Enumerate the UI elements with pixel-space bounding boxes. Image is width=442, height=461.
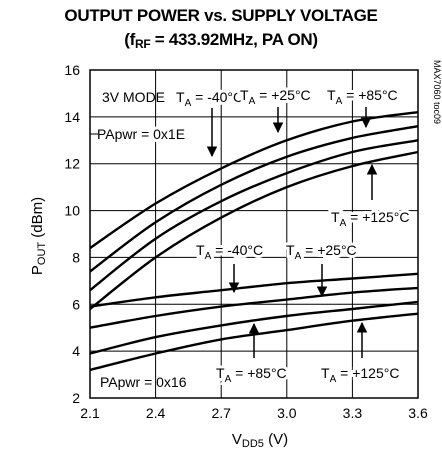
subtitle-suffix: = 433.92MHz, PA ON)	[150, 30, 318, 49]
temp-label-lower-85: TA = +85°C	[216, 365, 287, 385]
plot-frame	[89, 69, 419, 399]
x-tick-label: 3.0	[277, 405, 297, 421]
x-tick-label: 3.6	[408, 405, 428, 421]
temp-label-upper-m40: TA = -40°C	[176, 89, 243, 109]
x-tick-label: 2.1	[80, 405, 100, 421]
temp-label-lower-25: TA = +25°C	[286, 242, 357, 262]
figure-id: MAX7060 toc09	[432, 60, 442, 124]
y-axis-label: POUT (dBm)	[29, 197, 48, 275]
x-axis-label: VDD5 (V)	[232, 431, 288, 450]
x-tick-label: 2.7	[211, 405, 231, 421]
chart-subtitle: (fRF = 433.92MHz, PA ON)	[0, 30, 442, 51]
y-tick-label: 16	[64, 62, 80, 78]
x-tick-label: 3.3	[343, 405, 363, 421]
temp-label-upper-85: TA = +85°C	[327, 87, 398, 107]
series-line	[89, 125, 419, 273]
temp-label-lower-m40: TA = -40°C	[196, 242, 263, 262]
y-tick-label: 14	[64, 109, 80, 125]
series-line	[89, 286, 419, 329]
y-tick-label: 10	[64, 203, 80, 219]
series-line	[89, 111, 419, 250]
series-line	[89, 272, 419, 308]
pa-high-label: PApwr = 0x1E	[97, 126, 185, 142]
series-line	[89, 150, 419, 310]
temp-label-upper-25: TA = +25°C	[240, 87, 311, 107]
subtitle-subscript: RF	[134, 37, 151, 51]
temp-label-upper-125: TA = +125°C	[331, 209, 409, 229]
y-tick-label: 6	[72, 296, 80, 312]
mode-label: 3V MODE	[102, 89, 165, 105]
temp-label-lower-125: TA = +125°C	[321, 365, 399, 385]
series-line	[89, 300, 419, 355]
y-tick-label: 4	[72, 343, 80, 359]
y-tick-label: 12	[64, 156, 80, 172]
axes	[89, 69, 419, 399]
tick-labels: 2.1 2.4 2.7 3.0 3.3 3.6 2 4 6 8 10 12 14 16	[64, 62, 428, 421]
x-tick-label: 2.4	[146, 405, 166, 421]
subtitle-prefix: (f	[124, 30, 135, 49]
y-tick-label: 8	[72, 249, 80, 265]
series-line	[89, 139, 419, 292]
y-tick-label: 2	[72, 390, 80, 406]
chart-title: OUTPUT POWER vs. SUPPLY VOLTAGE	[64, 6, 378, 25]
pa-low-label: PApwr = 0x16	[100, 374, 187, 390]
